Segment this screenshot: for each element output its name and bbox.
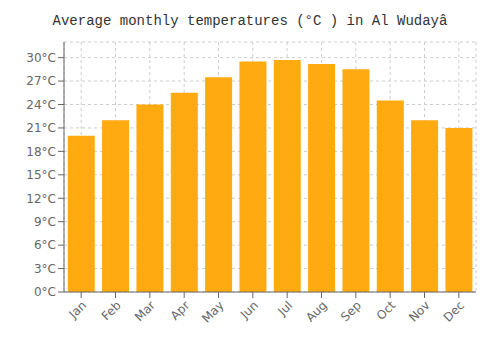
svg-text:Apr: Apr xyxy=(168,298,193,323)
svg-text:Sep: Sep xyxy=(338,298,364,324)
svg-text:Aug: Aug xyxy=(303,298,329,324)
svg-text:Feb: Feb xyxy=(99,298,124,323)
svg-text:Jul: Jul xyxy=(274,298,295,319)
svg-text:3°C: 3°C xyxy=(34,262,56,276)
svg-text:21°C: 21°C xyxy=(26,121,56,135)
svg-text:Jun: Jun xyxy=(237,298,261,322)
svg-text:Jan: Jan xyxy=(66,298,90,322)
svg-text:12°C: 12°C xyxy=(26,192,56,206)
svg-text:0°C: 0°C xyxy=(34,285,56,299)
html-text:Average monthly temperatures (: Average monthly temperatures (°C ) in Al… xyxy=(52,13,448,29)
svg-text:30°C: 30°C xyxy=(26,51,56,65)
svg-text:27°C: 27°C xyxy=(26,74,56,88)
svg-text:Mar: Mar xyxy=(132,298,158,324)
svg-text:Nov: Nov xyxy=(406,298,432,324)
svg-text:Dec: Dec xyxy=(441,298,467,324)
svg-text:May: May xyxy=(199,298,226,325)
svg-text:Oct: Oct xyxy=(374,298,399,323)
svg-text:9°C: 9°C xyxy=(34,215,56,229)
svg-text:15°C: 15°C xyxy=(26,168,56,182)
svg-text:24°C: 24°C xyxy=(26,98,56,112)
svg-text:6°C: 6°C xyxy=(34,238,56,252)
svg-text:18°C: 18°C xyxy=(26,145,56,159)
